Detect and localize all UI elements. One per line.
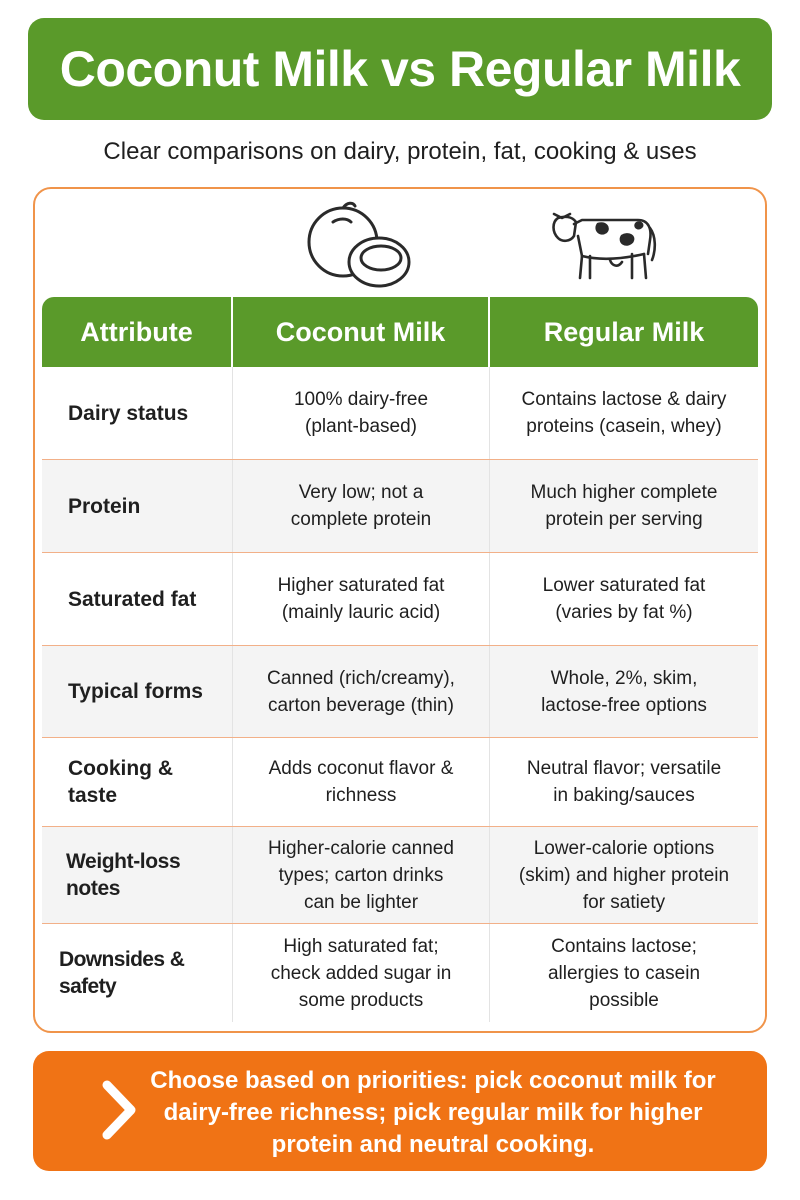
table-row: Typical forms Canned (rich/creamy), carto… bbox=[42, 646, 758, 738]
regular-cell: Whole, 2%, skim, lactose-free options bbox=[541, 667, 707, 716]
coconut-cell: Higher-calorie canned types; carton drink… bbox=[233, 827, 490, 923]
header-coconut-milk: Coconut Milk bbox=[233, 297, 490, 367]
row-attribute: Dairy status bbox=[42, 367, 233, 459]
coconut-cell: Canned (rich/creamy), carton beverage (th… bbox=[233, 646, 490, 737]
title-banner: Coconut Milk vs Regular Milk bbox=[28, 18, 772, 120]
page-title: Coconut Milk vs Regular Milk bbox=[59, 41, 741, 97]
regular-cell: Much higher complete protein per serving bbox=[530, 482, 718, 530]
table-row: Dairy status 100% dairy-free (plant-based… bbox=[42, 367, 758, 460]
regular-cell: Neutral flavor; versatile in baking/sauce… bbox=[526, 758, 722, 806]
table-header-row: Attribute Coconut Milk Regular Milk bbox=[42, 297, 758, 367]
coconut-cell: Very low; not a complete protein bbox=[233, 460, 490, 552]
row-attribute: Cooking & taste bbox=[42, 738, 233, 826]
table-row: Protein Very low; not a complete protein … bbox=[42, 460, 758, 553]
table-row: Downsides & safety High saturated fat; ch… bbox=[42, 924, 758, 1022]
regular-cell: Contains lactose; allergies to casein poss… bbox=[547, 935, 701, 1011]
regular-cell: Lower-calorie options (skim) and higher p… bbox=[518, 837, 730, 913]
header-attribute: Attribute bbox=[42, 297, 233, 367]
recommendation-text: Choose based on priorities: pick coconut… bbox=[150, 1067, 716, 1158]
coconut-icon bbox=[303, 200, 413, 290]
table-row: Saturated fat Higher saturated fat (mainl… bbox=[42, 553, 758, 646]
coconut-cell: 100% dairy-free (plant-based) bbox=[233, 367, 490, 459]
coconut-cell: Adds coconut flavor & richness bbox=[233, 738, 490, 826]
recommendation-banner: Choose based on priorities: pick coconut… bbox=[33, 1051, 767, 1171]
row-attribute: Saturated fat bbox=[42, 553, 233, 645]
coconut-cell: Higher saturated fat (mainly lauric acid) bbox=[233, 553, 490, 645]
row-attribute: Protein bbox=[42, 460, 233, 552]
row-attribute: Typical forms bbox=[42, 646, 233, 737]
cow-icon bbox=[548, 206, 660, 288]
table-row: Cooking & taste Adds coconut flavor & ric… bbox=[42, 738, 758, 827]
row-attribute: Downsides & safety bbox=[42, 924, 233, 1022]
table-row: Weight-loss notes Higher-calorie canned t… bbox=[42, 827, 758, 924]
coconut-cell: High saturated fat; check added sugar in s… bbox=[233, 924, 490, 1022]
regular-cell: Contains lactose & dairy proteins (casein… bbox=[521, 389, 727, 437]
chevron-right-icon bbox=[99, 1077, 139, 1143]
row-attribute: Weight-loss notes bbox=[42, 827, 233, 923]
comparison-table: Attribute Coconut Milk Regular Milk Dair… bbox=[42, 297, 758, 1022]
regular-cell: Lower saturated fat (varies by fat %) bbox=[542, 575, 706, 623]
header-regular-milk: Regular Milk bbox=[543, 316, 705, 347]
page-subtitle: Clear comparisons on dairy, protein, fat… bbox=[103, 138, 697, 165]
